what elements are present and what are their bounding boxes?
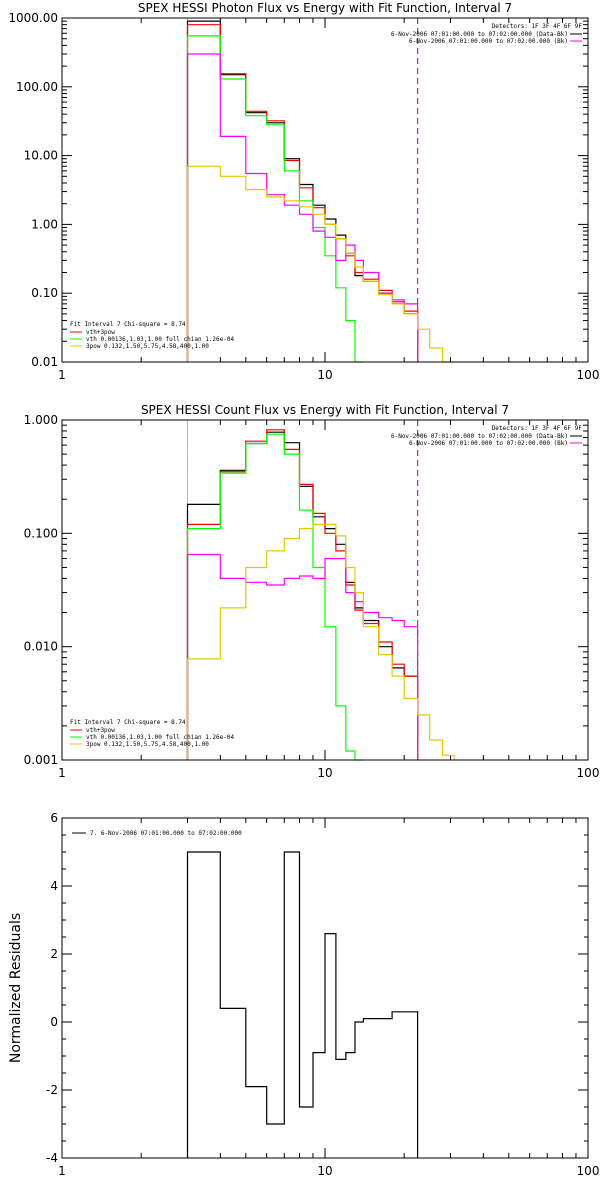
y-tick-label: 4 [50, 879, 58, 893]
y-tick-label: 2 [50, 947, 58, 961]
series-line-3 [186, 433, 364, 761]
chart-panel-1: SPEX HESSI Photon Flux vs Energy with Fi… [8, 1, 599, 382]
plot-frame [61, 817, 589, 1159]
legend-entry-label: vth 0.00136,1.03,1.00 full chian 1.26e-0… [86, 336, 234, 343]
y-tick-label: 0.010 [24, 640, 58, 654]
legend-header: Detectors: 1F 3F 4F 6F 9F [492, 425, 583, 432]
legend-entry-label: vth 0.00136,1.03,1.00 full chian 1.26e-0… [86, 734, 234, 741]
fit-legend-header: Fit Interval 7 Chi-square = 8.74 [70, 321, 186, 328]
chart-panel-2: SPEX HESSI Count Flux vs Energy with Fit… [24, 403, 600, 780]
y-tick-label: 0.01 [31, 355, 58, 369]
chart-panel-3: 1 10 100 -4 -2 0 2 4 6 Normalized Residuals 7. 6-N… [8, 811, 599, 1178]
y-tick-label: -2 [46, 1083, 58, 1097]
legend-entry-label: 6-Nov-2006 07:01:00.000 to 07:02:00.000 … [409, 440, 568, 447]
x-tick-label: 100 [577, 1164, 600, 1178]
y-tick-label: 1.00 [31, 217, 58, 231]
y-tick-label: 100.00 [16, 80, 58, 94]
x-tick-label: 10 [317, 766, 332, 780]
legend-entry-label: 3pow 0.132,1.50,5.75,4.58,400,1.00 [86, 741, 209, 748]
chart-title: SPEX HESSI Photon Flux vs Energy with Fi… [138, 1, 512, 15]
x-tick-label: 1 [58, 368, 66, 382]
x-tick-label: 100 [577, 766, 600, 780]
plot-frame [61, 419, 589, 761]
y-tick-label: 10.00 [24, 149, 58, 163]
y-tick-label: 0.100 [24, 526, 58, 540]
x-tick-label: 10 [317, 368, 332, 382]
series-line-1 [186, 431, 419, 760]
y-tick-label: 0.10 [31, 286, 58, 300]
legend-entry-label: 6-Nov-2006 07:01:00.000 to 07:02:00.000 … [409, 38, 568, 45]
y-tick-label: 1000.00 [8, 11, 58, 25]
series-line-5 [186, 523, 455, 760]
series-line-4 [186, 53, 419, 362]
legend-header: Detectors: 1F 3F 4F 6F 9F [492, 23, 583, 30]
series-line-2 [186, 429, 419, 760]
y-axis-label: Normalized Residuals [8, 913, 24, 1063]
x-tick-label: 1 [58, 1164, 66, 1178]
y-tick-label: 0 [50, 1015, 58, 1029]
legend-entry-label: vth+3pow [86, 727, 115, 734]
legend-entry-label: 3pow 0.132,1.50,5.75,4.58,400,1.00 [86, 343, 209, 350]
y-tick-label: 6 [50, 811, 58, 825]
series-line-5 [186, 165, 455, 363]
legend-entry-label: 6-Nov-2006 07:01:00.000 to 07:02:00.000 … [391, 433, 568, 440]
x-tick-label: 100 [577, 368, 600, 382]
legend-entry-label: 7. 6-Nov-2006 07:01:00.000 to 07:02:00.0… [90, 830, 242, 837]
x-tick-label: 1 [58, 766, 66, 780]
series-line-1 [186, 851, 419, 1158]
series-line-3 [186, 35, 364, 363]
series-line-1 [186, 20, 419, 362]
fit-legend-header: Fit Interval 7 Chi-square = 8.74 [70, 719, 186, 726]
series-line-4 [186, 553, 419, 760]
y-tick-label: 1.000 [24, 413, 58, 427]
y-tick-label: -4 [46, 1151, 58, 1165]
legend-entry-label: 6-Nov-2006 07:01:00.000 to 07:02:00.000 … [391, 31, 568, 38]
y-tick-label: 0.001 [24, 753, 58, 767]
chart-title: SPEX HESSI Count Flux vs Energy with Fit… [141, 403, 509, 417]
legend-entry-label: vth+3pow [86, 329, 115, 336]
x-tick-label: 10 [317, 1164, 332, 1178]
plot-frame [61, 17, 589, 363]
